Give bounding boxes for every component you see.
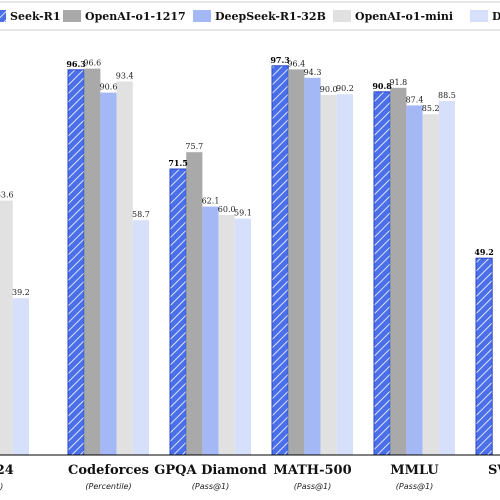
bar-openai-o1-mini-gpqa-diamond (218, 215, 235, 455)
bar-d-math-500 (336, 94, 353, 455)
value-label-openai-o1-1217-mmlu: 91.8 (389, 78, 407, 87)
metric-label-aime-2024: ass@1) (0, 482, 3, 491)
bar-deepseek-r1-32b-mmlu (406, 105, 423, 456)
category-label-math-500: MATH-500 (273, 463, 351, 478)
legend-swatch-seek-r1 (0, 10, 6, 22)
category-label-aime-2024: E 2024 (0, 463, 14, 478)
bar-deepseek-r1-32b-codeforces (100, 92, 117, 455)
x-axis: E 2024 ass@1) Codeforces (Percentile) GPQA D… (0, 454, 500, 491)
value-label-openai-o1-mini-mmlu: 85.2 (422, 104, 440, 113)
bar-openai-o1-mini-math-500 (320, 95, 337, 455)
bar-seek-r1-codeforces (67, 69, 85, 456)
value-label-openai-o1-1217-math-500: 96.4 (287, 59, 305, 68)
metric-label-mmlu: (Pass@1) (396, 482, 433, 491)
category-label-codeforces: Codeforces (68, 463, 149, 478)
value-label-seek-r1-codeforces: 96.3 (66, 59, 86, 69)
bar-openai-o1-1217-gpqa-diamond (186, 152, 203, 455)
value-label-d-math-500: 90.2 (336, 84, 354, 93)
bar-d-codeforces (132, 220, 149, 455)
value-label-seek-r1-gpqa-diamond: 71.5 (168, 158, 187, 168)
bar-openai-o1-mini-codeforces (116, 81, 133, 456)
value-label-d-gpqa-diamond: 59.1 (234, 209, 252, 218)
legend-label-openai-o1-1217: OpenAI-o1-1217 (85, 10, 186, 23)
bar-seek-r1-math-500 (271, 65, 289, 456)
bar-seek-r1-mmlu (373, 91, 391, 456)
value-label-openai-o1-mini-math-500: 90.0 (320, 85, 338, 94)
bar-d-mmlu (438, 101, 455, 455)
legend-label-openai-o1-mini: OpenAI-o1-mini (355, 10, 453, 23)
bars (0, 65, 493, 456)
bar-d-aime-2024 (12, 298, 30, 455)
value-label-d-aime-2024: 39.2 (12, 288, 30, 297)
category-label-mmlu: MMLU (390, 463, 439, 478)
value-labels: 96.371.597.390.849.296.675.796.491.872.6… (0, 55, 494, 297)
value-label-deepseek-r1-32b-codeforces: 90.6 (100, 83, 118, 92)
value-label-openai-o1-mini-gpqa-diamond: 60.0 (218, 205, 236, 214)
value-label-openai-o1-mini-aime-2024: 63.6 (0, 191, 14, 200)
value-label-openai-o1-mini-codeforces: 93.4 (116, 71, 134, 80)
metric-label-math-500: (Pass@1) (294, 482, 331, 491)
bar-deepseek-r1-32b-math-500 (304, 77, 321, 456)
value-label-openai-o1-1217-gpqa-diamond: 75.7 (185, 142, 203, 151)
value-label-seek-r1-mmlu: 90.8 (372, 81, 392, 91)
bar-openai-o1-1217-codeforces (84, 68, 101, 455)
legend-swatch-deepseek-r1-32b (193, 10, 211, 22)
bar-seek-r1-swe-bench-verified (475, 257, 493, 456)
metric-label-codeforces: (Percentile) (85, 482, 131, 491)
bar-openai-o1-1217-math-500 (288, 69, 305, 456)
bar-openai-o1-mini-aime-2024 (0, 200, 13, 455)
bar-deepseek-r1-32b-gpqa-diamond (202, 206, 219, 455)
legend-label-d: D (492, 10, 500, 23)
bar-openai-o1-1217-mmlu (390, 87, 407, 456)
value-label-seek-r1-math-500: 97.3 (270, 55, 290, 65)
bar-seek-r1-gpqa-diamond (169, 168, 187, 456)
legend-box (0, 1, 500, 31)
legend-swatch-d (470, 10, 488, 22)
legend: Seek-R1 OpenAI-o1-1217 DeepSeek-R1-32B Open… (0, 1, 500, 31)
value-label-d-mmlu: 88.5 (438, 91, 456, 100)
category-label-swe-bench-verified: SWE-be (488, 463, 500, 478)
value-label-openai-o1-1217-codeforces: 96.6 (83, 59, 101, 68)
value-label-deepseek-r1-32b-gpqa-diamond: 62.1 (202, 197, 220, 206)
legend-swatch-openai-o1-mini (333, 10, 351, 22)
legend-label-seek-r1: Seek-R1 (10, 10, 60, 23)
metric-label-gpqa-diamond: (Pass@1) (192, 482, 229, 491)
value-label-deepseek-r1-32b-mmlu: 87.4 (406, 95, 424, 104)
value-label-deepseek-r1-32b-math-500: 94.3 (304, 68, 322, 77)
legend-label-deepseek-r1-32b: DeepSeek-R1-32B (215, 10, 326, 23)
bar-d-gpqa-diamond (234, 218, 251, 455)
value-label-d-codeforces: 58.7 (132, 210, 150, 219)
legend-swatch-openai-o1-1217 (63, 10, 81, 22)
bar-openai-o1-mini-mmlu (422, 114, 439, 455)
value-label-seek-r1-swe-bench-verified: 49.2 (474, 247, 493, 257)
category-label-gpqa-diamond: GPQA Diamond (154, 463, 266, 478)
